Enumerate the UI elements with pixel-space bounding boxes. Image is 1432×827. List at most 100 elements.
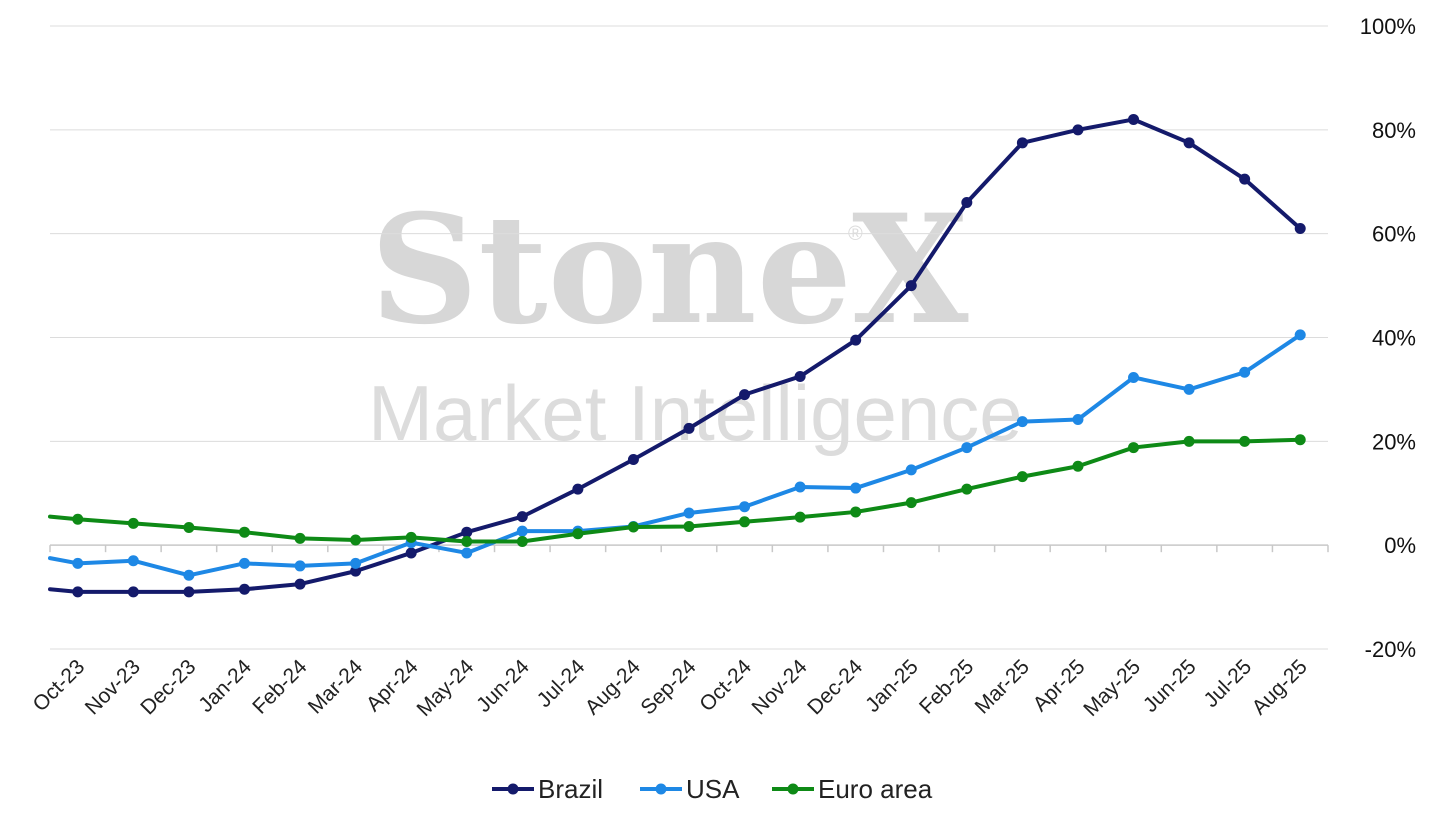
data-point xyxy=(1016,137,1028,149)
legend-label: Brazil xyxy=(538,774,603,804)
legend-marker xyxy=(787,783,799,795)
stonex-watermark: StoneX ® Market Intelligence xyxy=(368,182,1023,457)
data-point xyxy=(905,464,917,476)
data-point xyxy=(1239,366,1251,378)
data-point xyxy=(794,370,806,382)
watermark-brand: StoneX xyxy=(370,182,969,358)
data-point xyxy=(683,520,695,532)
watermark-tagline: Market Intelligence xyxy=(368,369,1023,457)
data-point xyxy=(1183,435,1195,447)
data-point xyxy=(1294,329,1306,341)
data-point xyxy=(405,531,417,543)
series-line xyxy=(48,437,1303,544)
y-tick-label: -20% xyxy=(1365,637,1416,662)
data-point xyxy=(72,513,84,525)
series-euro-area xyxy=(48,434,1306,548)
data-point xyxy=(294,578,306,590)
data-point xyxy=(461,526,473,538)
x-tick-label: Nov-24 xyxy=(748,655,812,719)
data-point xyxy=(683,422,695,434)
data-point xyxy=(516,511,528,523)
data-point xyxy=(516,525,528,537)
data-point xyxy=(627,521,639,533)
data-point xyxy=(350,557,362,569)
data-point xyxy=(1128,371,1140,383)
x-tick-label: Jun-24 xyxy=(472,655,534,717)
data-point xyxy=(739,389,751,401)
data-point xyxy=(1128,113,1140,125)
data-point xyxy=(127,586,139,598)
x-tick-label: Nov-23 xyxy=(81,655,145,719)
data-point xyxy=(905,497,917,509)
y-tick-label: 20% xyxy=(1372,429,1416,454)
data-point xyxy=(1183,383,1195,395)
legend: Brazil USA Euro area xyxy=(492,774,933,804)
data-point xyxy=(739,501,751,513)
data-point xyxy=(127,555,139,567)
legend-marker xyxy=(655,783,667,795)
data-point xyxy=(961,483,973,495)
data-point xyxy=(794,481,806,493)
x-tick-label: Sep-24 xyxy=(636,655,700,719)
x-tick-label: Dec-23 xyxy=(136,655,200,719)
legend-item-usa: USA xyxy=(640,774,740,804)
data-point xyxy=(850,506,862,518)
data-point xyxy=(461,536,473,548)
data-point xyxy=(1294,434,1306,446)
x-tick-label: Jan-24 xyxy=(194,655,256,717)
data-point xyxy=(739,516,751,528)
data-point xyxy=(294,560,306,572)
data-point xyxy=(183,569,195,581)
x-tick-label: Mar-25 xyxy=(971,655,1034,718)
data-point xyxy=(461,547,473,559)
gridlines xyxy=(50,25,1328,650)
x-tick-label: Feb-25 xyxy=(915,655,978,718)
series-line xyxy=(48,332,1303,578)
legend-item-brazil: Brazil xyxy=(492,774,603,804)
data-point xyxy=(1128,442,1140,454)
data-point xyxy=(572,483,584,495)
data-point xyxy=(961,442,973,454)
data-point xyxy=(794,511,806,523)
data-point xyxy=(405,547,417,559)
x-tick-label: Aug-25 xyxy=(1248,655,1312,719)
y-axis: 100% 80% 60% 40% 20% 0% -20% xyxy=(1360,14,1416,662)
y-tick-label: 80% xyxy=(1372,118,1416,143)
data-point xyxy=(627,454,639,466)
x-axis: Oct-23Nov-23Dec-23Jan-24Feb-24Mar-24Apr-… xyxy=(28,544,1329,721)
data-point xyxy=(1072,460,1084,472)
data-point xyxy=(127,517,139,529)
x-tick-label: May-25 xyxy=(1079,655,1145,721)
data-point xyxy=(72,557,84,569)
data-point xyxy=(1072,414,1084,426)
data-point xyxy=(350,534,362,546)
x-tick-label: Mar-24 xyxy=(304,655,368,719)
data-point xyxy=(961,197,973,209)
data-point xyxy=(1239,173,1251,185)
data-point xyxy=(1072,124,1084,136)
data-point xyxy=(72,586,84,598)
legend-marker xyxy=(507,783,519,795)
data-point xyxy=(850,482,862,494)
data-point xyxy=(1239,435,1251,447)
data-point xyxy=(183,522,195,534)
series-line xyxy=(48,117,1303,594)
data-point xyxy=(905,280,917,292)
data-point xyxy=(238,583,250,595)
data-point xyxy=(238,526,250,538)
x-tick-label: Dec-24 xyxy=(803,655,867,719)
data-point xyxy=(294,532,306,544)
data-point xyxy=(238,557,250,569)
y-tick-label: 0% xyxy=(1384,533,1416,558)
legend-label: Euro area xyxy=(818,774,933,804)
data-point xyxy=(350,565,362,577)
x-tick-label: Oct-23 xyxy=(28,655,89,716)
y-tick-label: 60% xyxy=(1372,222,1416,247)
x-tick-label: Jan-25 xyxy=(861,655,923,717)
x-tick-label: Oct-24 xyxy=(695,655,756,716)
series-group xyxy=(48,113,1306,598)
data-point xyxy=(1016,416,1028,428)
data-point xyxy=(683,507,695,519)
data-point xyxy=(516,536,528,548)
